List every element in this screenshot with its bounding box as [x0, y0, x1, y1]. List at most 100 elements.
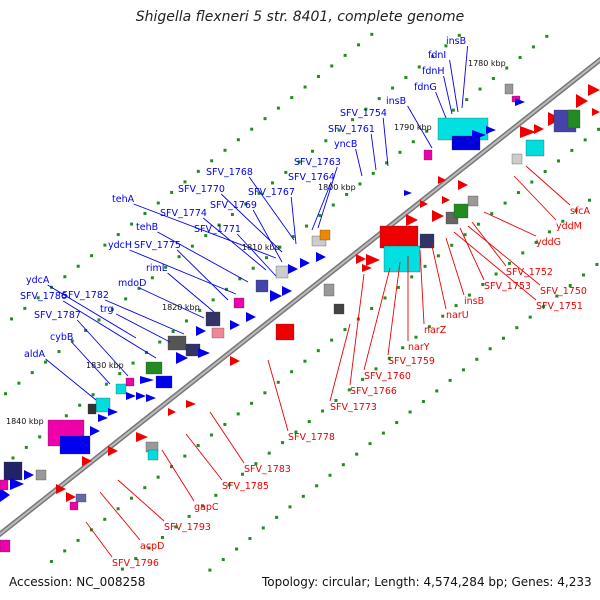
gc-dot	[383, 296, 387, 300]
gc-dot	[334, 398, 338, 402]
gc-dot	[17, 381, 21, 385]
gene-feature	[323, 283, 335, 297]
gc-dot	[364, 107, 368, 111]
gc-dot	[370, 307, 374, 311]
gc-dot	[450, 243, 454, 247]
reverse-gene-label: SFV_1773	[330, 402, 377, 413]
gc-dot	[444, 44, 448, 48]
leader-line	[176, 249, 229, 301]
forward-gene-label: tehA	[112, 194, 135, 205]
gene-feature	[145, 361, 163, 375]
gc-dot	[343, 328, 347, 332]
forward-gene-label: mdoD	[118, 278, 146, 289]
gc-dot	[134, 557, 138, 561]
leader-line	[329, 323, 351, 402]
forward-gene-label: insB	[386, 96, 406, 107]
leader-line	[267, 359, 289, 432]
reverse-gene-label: insB	[464, 296, 484, 307]
gene-arrow	[515, 98, 525, 106]
gc-dot	[76, 264, 80, 268]
gc-dot	[570, 148, 574, 152]
forward-gene-label: fdnG	[414, 82, 437, 93]
gc-dot	[345, 192, 349, 196]
gene-arrow	[24, 470, 34, 480]
kbp-tick-label: 1840 kbp	[6, 417, 44, 426]
gc-dot	[110, 307, 114, 311]
gc-dot	[356, 43, 360, 47]
gc-dot	[303, 359, 307, 363]
forward-gene-label: ydcH	[108, 240, 132, 251]
gene-arrow	[472, 130, 486, 140]
kbp-tick-label: 1810 kbp	[242, 243, 280, 252]
gene-arrow	[362, 264, 372, 272]
leader-line	[161, 449, 195, 502]
kbp-tick-label: 1790 kbp	[394, 123, 432, 132]
gc-dot	[290, 96, 294, 100]
gc-dot	[147, 546, 151, 550]
leader-line	[525, 165, 571, 206]
gc-dot	[396, 285, 400, 289]
gene-feature	[0, 539, 11, 553]
forward-gene-label: SFV_1787	[34, 310, 81, 321]
forward-gene-label: SFV_1763	[294, 157, 341, 168]
gc-dot	[270, 181, 274, 185]
leader-line	[202, 217, 267, 271]
gc-dot	[241, 472, 245, 476]
gene-arrow	[588, 84, 600, 96]
gene-feature	[255, 279, 269, 293]
leader-line	[445, 237, 465, 296]
leader-line	[483, 211, 537, 237]
gc-dot	[528, 315, 532, 319]
gc-dot	[156, 201, 160, 205]
leader-line	[45, 358, 97, 401]
leader-line	[290, 196, 297, 245]
gene-feature	[319, 229, 331, 241]
leader-line	[449, 59, 459, 113]
forward-gene-label: SFV_1774	[160, 208, 207, 219]
gc-dot	[503, 201, 507, 205]
gc-dot	[184, 319, 188, 323]
forward-gene-label: SFV_1782	[62, 290, 109, 301]
gc-dot	[361, 377, 365, 381]
gene-arrow	[438, 176, 446, 184]
gene-feature	[453, 203, 469, 219]
gc-dot	[337, 128, 341, 132]
gc-dot	[11, 456, 15, 460]
gc-dot	[38, 435, 42, 439]
gc-dot	[156, 475, 160, 479]
leader-line	[248, 176, 295, 241]
gc-dot	[316, 74, 320, 78]
gene-arrow	[230, 320, 240, 330]
gc-dot	[129, 496, 133, 500]
gc-dot	[555, 294, 559, 298]
gc-dot	[84, 328, 88, 332]
forward-gene-label: SFV_1786	[20, 291, 67, 302]
gene-arrow	[404, 190, 412, 196]
gc-dot	[454, 304, 458, 308]
gc-dot	[476, 222, 480, 226]
leader-line	[252, 209, 283, 263]
gc-dot	[371, 171, 375, 175]
gc-skew-dots	[4, 32, 600, 572]
gc-dot	[49, 559, 53, 563]
gc-dot	[78, 403, 82, 407]
forward-gene-label: yncB	[334, 139, 357, 150]
gc-dot	[208, 568, 212, 572]
gc-dot	[387, 356, 391, 360]
gc-dot	[267, 451, 271, 455]
gc-dot	[214, 493, 218, 497]
gc-dot	[250, 401, 254, 405]
gc-dot	[391, 86, 395, 90]
leader-line	[105, 299, 185, 335]
gene-arrow	[458, 180, 468, 190]
gc-dot	[183, 454, 187, 458]
gene-feature	[115, 383, 127, 395]
gc-dot	[91, 393, 95, 397]
reverse-gene-label: SFV_1752	[506, 267, 553, 278]
accession-text: Accession: NC_008258	[9, 575, 146, 589]
gene-arrow	[486, 126, 496, 134]
forward-gene-label: SFV_1770	[178, 184, 225, 195]
reverse-gene-label: SFV_1796	[112, 558, 159, 569]
gene-feature	[59, 435, 91, 455]
leader-line	[467, 225, 541, 286]
